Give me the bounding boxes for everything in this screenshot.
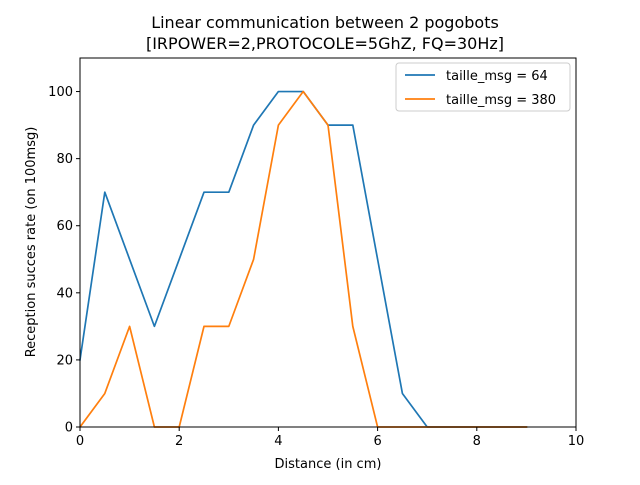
x-tick-label: 2 [175, 434, 183, 449]
legend-label-2: taille_msg = 380 [446, 93, 556, 108]
y-tick-label: 60 [56, 219, 73, 234]
y-tick-label: 40 [56, 286, 73, 301]
x-tick-label: 10 [568, 434, 585, 449]
plot-frame [79, 57, 577, 428]
series-layer [78, 90, 528, 429]
x-tick-label: 6 [373, 434, 381, 449]
x-tick-label: 0 [76, 434, 84, 449]
y-tick-label: 20 [56, 353, 73, 368]
chart-subtitle: [IRPOWER=2,PROTOCOLE=5GhZ, FQ=30Hz] [146, 34, 504, 53]
x-axis-ticks: 0 2 4 6 8 10 [76, 427, 584, 449]
x-tick-label: 4 [274, 434, 282, 449]
plot-area: 0 2 4 6 8 10 0 20 40 60 80 100 [48, 57, 584, 449]
y-axis-ticks: 0 20 40 60 80 100 [48, 85, 80, 436]
series-line-1 [79, 90, 528, 428]
y-axis-label: Reception succes rate (on 100msg) [24, 127, 39, 358]
series-line-2 [78, 90, 528, 429]
y-tick-label: 100 [48, 85, 73, 100]
legend-label-1: taille_msg = 64 [446, 69, 548, 84]
chart-title: Linear communication between 2 pogobots [151, 13, 499, 32]
x-tick-label: 8 [473, 434, 481, 449]
legend-entries: taille_msg = 64 taille_msg = 380 [405, 69, 556, 108]
y-tick-label: 80 [56, 152, 73, 167]
legend: taille_msg = 64 taille_msg = 380 [395, 62, 571, 112]
x-axis-label: Distance (in cm) [275, 457, 382, 472]
legend-box [395, 62, 571, 112]
y-tick-label: 0 [65, 421, 73, 436]
